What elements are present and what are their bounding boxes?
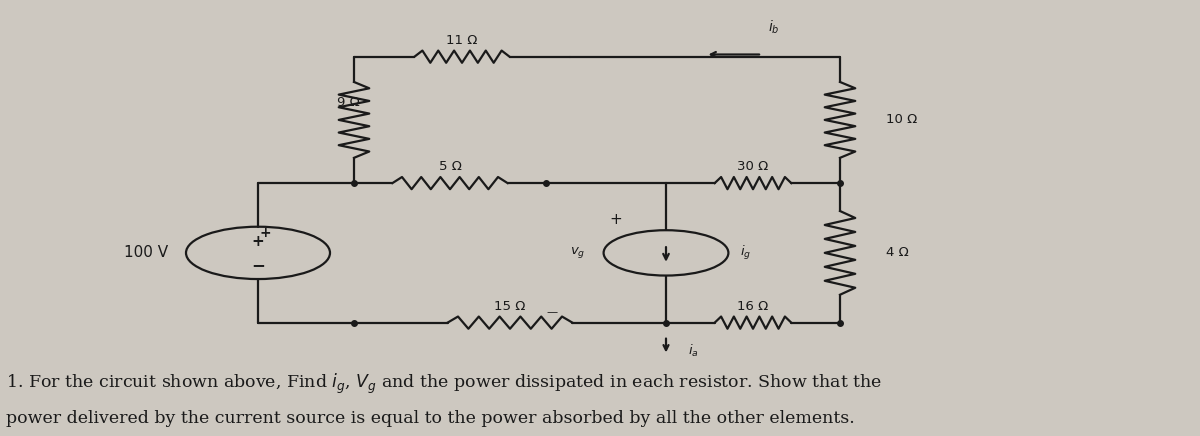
Text: 4 Ω: 4 Ω xyxy=(886,246,908,259)
Text: +: + xyxy=(259,226,271,240)
Text: +: + xyxy=(610,212,623,227)
Text: 10 Ω: 10 Ω xyxy=(886,113,917,126)
Text: 9 Ω: 9 Ω xyxy=(337,96,359,109)
Text: −: − xyxy=(251,255,265,274)
Text: 11 Ω: 11 Ω xyxy=(446,34,478,47)
Text: 16 Ω: 16 Ω xyxy=(737,300,769,313)
Text: 30 Ω: 30 Ω xyxy=(737,160,769,173)
Text: $i_g$: $i_g$ xyxy=(740,244,751,262)
Text: 15 Ω: 15 Ω xyxy=(494,300,526,313)
Text: $i_a$: $i_a$ xyxy=(688,343,698,359)
Text: $v_g$: $v_g$ xyxy=(570,245,586,260)
Text: 5 Ω: 5 Ω xyxy=(438,160,462,173)
Text: power delivered by the current source is equal to the power absorbed by all the : power delivered by the current source is… xyxy=(6,410,854,427)
Text: —: — xyxy=(546,307,557,317)
Text: 1. For the circuit shown above, Find $i_g$, $V_g$ and the power dissipated in ea: 1. For the circuit shown above, Find $i_… xyxy=(6,371,882,396)
Text: 100 V: 100 V xyxy=(124,245,168,260)
Text: $i_b$: $i_b$ xyxy=(768,18,780,36)
Text: +: + xyxy=(252,234,264,249)
